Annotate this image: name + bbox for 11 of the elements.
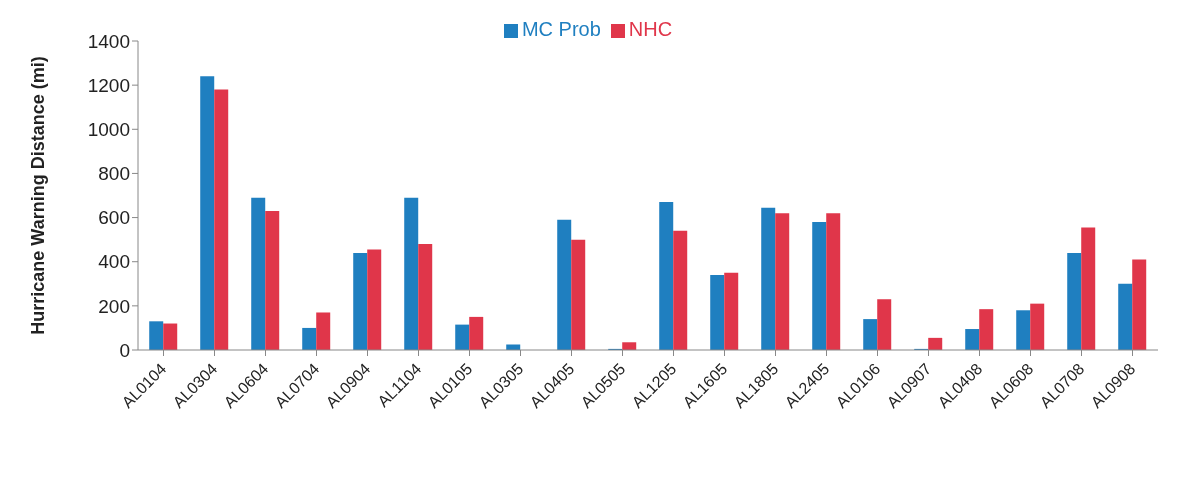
y-tick-label: 0	[119, 339, 130, 361]
y-axis-title: Hurricane Warning Distance (mi)	[28, 56, 49, 335]
y-tick-label: 1200	[87, 74, 130, 96]
y-tick-label: 600	[98, 207, 130, 229]
y-tick-label: 200	[98, 295, 130, 317]
y-tick-label: 1000	[87, 119, 130, 141]
legend-label: NHC	[628, 18, 673, 40]
y-tick-label: 800	[98, 163, 130, 185]
legend-label: MC Prob	[521, 18, 601, 40]
y-tick-label: 1400	[87, 30, 130, 52]
y-tick-label: 400	[98, 251, 130, 273]
